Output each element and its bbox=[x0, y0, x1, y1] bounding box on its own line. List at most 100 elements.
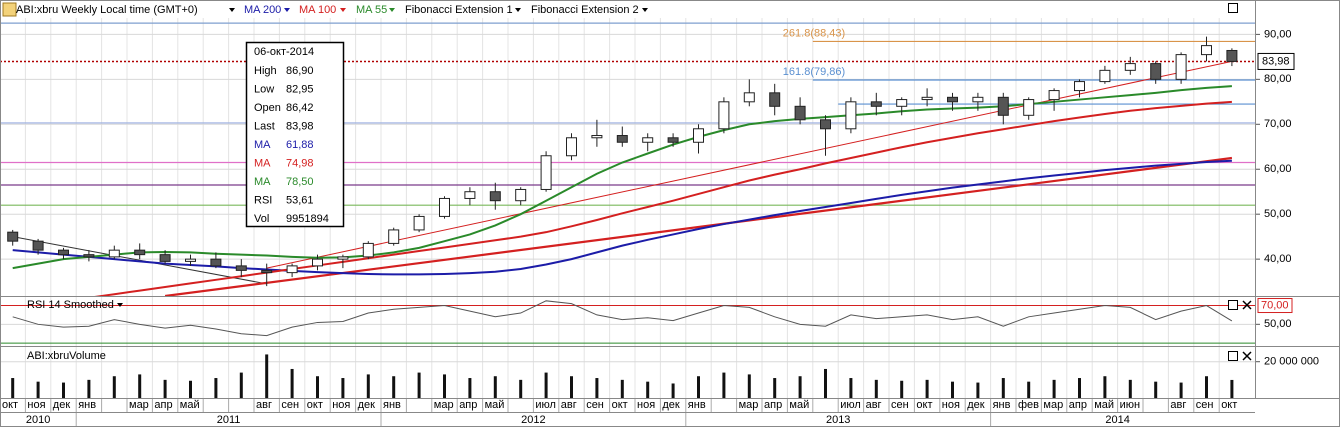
x-tick-label: авг bbox=[1170, 399, 1186, 411]
x-tick-label: май bbox=[485, 399, 505, 411]
maximize-button[interactable] bbox=[1228, 351, 1238, 361]
candle-body bbox=[58, 249, 69, 256]
dropdown-arrow[interactable] bbox=[515, 8, 521, 12]
volume-bar bbox=[544, 372, 548, 398]
info-label: Last bbox=[254, 120, 275, 132]
info-date: 06-окт-2014 bbox=[254, 46, 314, 58]
pane-title[interactable]: RSI 14 Smoothed bbox=[27, 299, 114, 311]
volume-bar bbox=[493, 376, 497, 398]
volume-bar bbox=[443, 374, 446, 398]
x-tick-label: сен bbox=[281, 399, 299, 411]
dropdown-arrow[interactable] bbox=[284, 8, 290, 12]
x-tick-label: авг bbox=[866, 399, 882, 411]
candle-body bbox=[413, 215, 425, 231]
volume-bar bbox=[366, 374, 370, 398]
candle-body bbox=[1175, 54, 1187, 80]
volume-bar bbox=[1103, 376, 1107, 398]
candle-body bbox=[870, 101, 882, 107]
candle-body bbox=[1048, 90, 1060, 101]
candle-body bbox=[718, 101, 730, 130]
candle-body bbox=[134, 249, 146, 256]
dropdown-arrow[interactable] bbox=[642, 8, 648, 12]
volume-bar bbox=[620, 379, 624, 398]
candle-body bbox=[108, 249, 120, 258]
trendline bbox=[266, 60, 1233, 269]
symbol-icon[interactable] bbox=[2, 2, 17, 17]
x-tick-label: авг bbox=[561, 399, 577, 411]
close-button[interactable] bbox=[1242, 300, 1252, 310]
maximize-button[interactable] bbox=[1228, 3, 1238, 13]
info-value: 86,90 bbox=[286, 65, 314, 77]
x-tick-label: сен bbox=[1196, 399, 1214, 411]
volume-bar bbox=[341, 378, 345, 398]
legend-entry[interactable]: Fibonacci Extension 2 bbox=[531, 4, 639, 16]
x-tick-label: янв bbox=[383, 399, 401, 411]
x-tick-label: апр bbox=[459, 399, 477, 411]
dropdown-arrow[interactable] bbox=[389, 8, 395, 12]
candle-body bbox=[439, 197, 450, 217]
volume-bar bbox=[519, 379, 523, 398]
maximize-button[interactable] bbox=[1228, 300, 1238, 310]
x-tick-label: янв bbox=[688, 399, 706, 411]
legend-entry[interactable]: MA 200 bbox=[244, 4, 281, 16]
pane-title[interactable]: ABI:xbruVolume bbox=[27, 350, 106, 362]
volume-bar bbox=[316, 376, 319, 398]
x-tick-label: окт bbox=[1221, 399, 1237, 411]
x-tick-label: сен bbox=[891, 399, 909, 411]
candle-body bbox=[337, 256, 349, 260]
y-tick-label: 70,00 bbox=[1264, 118, 1292, 130]
x-tick-label: июл bbox=[840, 399, 861, 411]
x-tick-label: окт bbox=[2, 399, 18, 411]
candle-body bbox=[896, 99, 908, 107]
year-label: 2011 bbox=[217, 414, 241, 426]
legend-entry[interactable]: MA 55 bbox=[356, 4, 387, 16]
candle-body bbox=[286, 265, 298, 274]
candle-body bbox=[7, 231, 19, 242]
level-label-box bbox=[1257, 298, 1293, 314]
legend-entry[interactable]: Fibonacci Extension 1 bbox=[405, 4, 513, 16]
volume-bar bbox=[951, 381, 954, 398]
x-tick-label: мар bbox=[434, 399, 454, 411]
chart-title[interactable]: ABI:xbru Weekly Local time (GMT+0) bbox=[16, 4, 198, 16]
fibonacci-label: 261.8(88,43) bbox=[783, 27, 845, 39]
x-tick-label: май bbox=[180, 399, 200, 411]
volume-bar bbox=[1154, 381, 1158, 398]
legend-entry[interactable]: MA 100 bbox=[299, 4, 336, 16]
x-tick-label: май bbox=[789, 399, 809, 411]
candle-body bbox=[362, 242, 374, 258]
candle-body bbox=[388, 229, 400, 244]
volume-bar bbox=[290, 368, 294, 398]
candle-body bbox=[185, 258, 196, 262]
moving-average bbox=[94, 100, 1232, 296]
candle-body bbox=[261, 269, 273, 274]
dropdown-arrow[interactable] bbox=[229, 8, 235, 12]
volume-bar bbox=[595, 378, 599, 398]
info-label: MA bbox=[254, 139, 271, 151]
candle-body bbox=[642, 137, 654, 143]
candle-body bbox=[235, 265, 247, 271]
last-price-box bbox=[1257, 52, 1295, 70]
rsi-plot bbox=[0, 300, 1255, 344]
close-button[interactable] bbox=[1242, 351, 1252, 361]
volume-bar bbox=[874, 379, 878, 398]
candle-body bbox=[972, 96, 984, 103]
x-tick-label: мар bbox=[739, 399, 759, 411]
dropdown-arrow[interactable] bbox=[117, 303, 123, 307]
candle-body bbox=[1201, 45, 1212, 56]
volume-bar bbox=[265, 354, 269, 398]
dropdown-arrow[interactable] bbox=[340, 8, 346, 12]
x-tick-label: мар bbox=[1043, 399, 1063, 411]
info-label: MA bbox=[254, 176, 271, 188]
rsi-line bbox=[12, 300, 1233, 337]
info-value: 61,88 bbox=[286, 139, 314, 151]
volume-bar bbox=[722, 372, 726, 398]
volume-bar bbox=[1001, 378, 1005, 398]
x-tick-label: июн bbox=[1120, 399, 1140, 411]
x-tick-label: ноя bbox=[27, 399, 45, 411]
candle-body bbox=[1023, 99, 1035, 116]
x-tick-label: апр bbox=[764, 399, 782, 411]
x-tick-label: дек bbox=[53, 399, 71, 411]
info-box-frame bbox=[245, 41, 345, 228]
candle-body bbox=[83, 254, 95, 258]
x-tick-label: сен bbox=[586, 399, 604, 411]
